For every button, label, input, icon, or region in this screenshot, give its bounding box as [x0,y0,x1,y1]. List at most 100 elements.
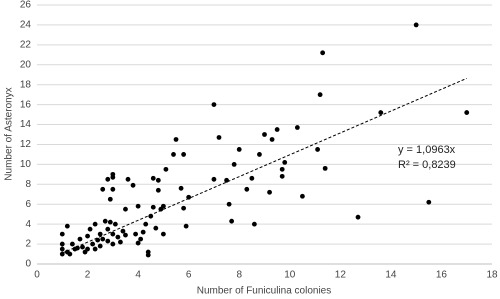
data-point [229,218,235,224]
data-point [186,194,192,200]
x-tick-label: 6 [186,270,192,281]
y-tick-label: 14 [20,119,32,130]
data-point [64,223,70,229]
trendline-equation: y = 1,0963x [398,144,456,156]
x-tick-label: 12 [335,270,347,281]
data-point [107,219,113,225]
x-tick-label: 10 [284,270,296,281]
y-tick-label: 0 [25,259,31,270]
data-point [282,159,288,165]
y-tick-label: 10 [20,159,32,170]
data-point [300,193,305,199]
data-point [320,50,326,56]
data-point [100,236,106,242]
data-point [123,232,128,238]
data-point [413,22,419,28]
data-point [102,218,108,224]
data-point [464,110,470,115]
data-point [262,132,267,137]
x-tick-label: 16 [436,270,448,281]
data-point [173,137,179,142]
data-point [244,186,250,192]
data-point [110,241,116,247]
data-point [269,137,275,142]
data-point [153,225,159,231]
data-point [138,236,144,242]
y-tick-label: 4 [25,219,31,230]
data-point [150,175,156,181]
data-point [67,251,73,257]
data-point [171,152,176,157]
data-point [317,92,323,98]
data-point [143,221,149,227]
y-tick-label: 26 [20,0,32,11]
data-point [426,199,432,205]
x-tick-label: 0 [34,270,40,281]
x-axis-label: Number of Funiculina colonies [197,286,332,297]
data-point [315,147,320,152]
data-point [294,125,300,130]
r-squared: R² = 0,8239 [398,159,456,171]
x-tick-label: 2 [85,270,91,281]
data-point [216,135,222,140]
y-axis-label: Number of Asteronyx [4,87,15,180]
data-point [224,177,229,183]
data-point [160,203,166,209]
data-point [105,176,111,182]
data-point [80,244,85,250]
data-point [148,213,154,219]
data-point [59,251,65,257]
data-point [123,206,128,212]
y-tick-label: 8 [25,179,31,190]
x-tick-label: 18 [486,270,498,281]
y-tick-label: 12 [20,139,32,150]
y-tick-label: 22 [20,39,32,50]
data-point [135,240,141,246]
data-point [257,152,262,157]
data-point [110,171,116,177]
data-point [118,239,123,245]
data-point [69,241,75,247]
data-point [181,205,187,211]
y-tick-label: 18 [20,79,32,90]
data-point [59,246,65,252]
data-point [133,231,138,237]
y-tick-label: 24 [20,20,32,31]
trendline [62,77,467,254]
data-point [105,238,111,244]
data-point [226,201,232,207]
data-point [181,152,187,157]
data-point [110,186,116,192]
data-point [378,110,384,115]
y-tick-label: 6 [25,199,31,210]
data-point [97,243,103,249]
data-point [150,204,156,210]
data-point [97,231,103,237]
data-point [125,176,131,182]
data-point [183,223,189,229]
data-point [92,246,98,252]
data-point [211,176,217,182]
data-point [140,229,146,235]
data-point [155,187,161,193]
data-point [85,233,90,239]
data-point [251,221,257,227]
data-point [112,221,118,227]
data-point [95,237,101,243]
y-tick-label: 2 [25,239,31,250]
x-tick-label: 4 [135,270,141,281]
data-point [87,226,93,232]
data-point [59,241,65,247]
data-point [274,127,280,132]
data-point [322,165,328,171]
y-tick-label: 16 [20,99,32,110]
data-point [107,196,113,202]
data-point [267,189,272,195]
y-tick-label: 20 [20,59,32,70]
data-point [100,186,106,192]
data-point [130,182,136,188]
data-point [92,221,98,227]
data-point [90,241,96,247]
data-point [85,246,90,252]
